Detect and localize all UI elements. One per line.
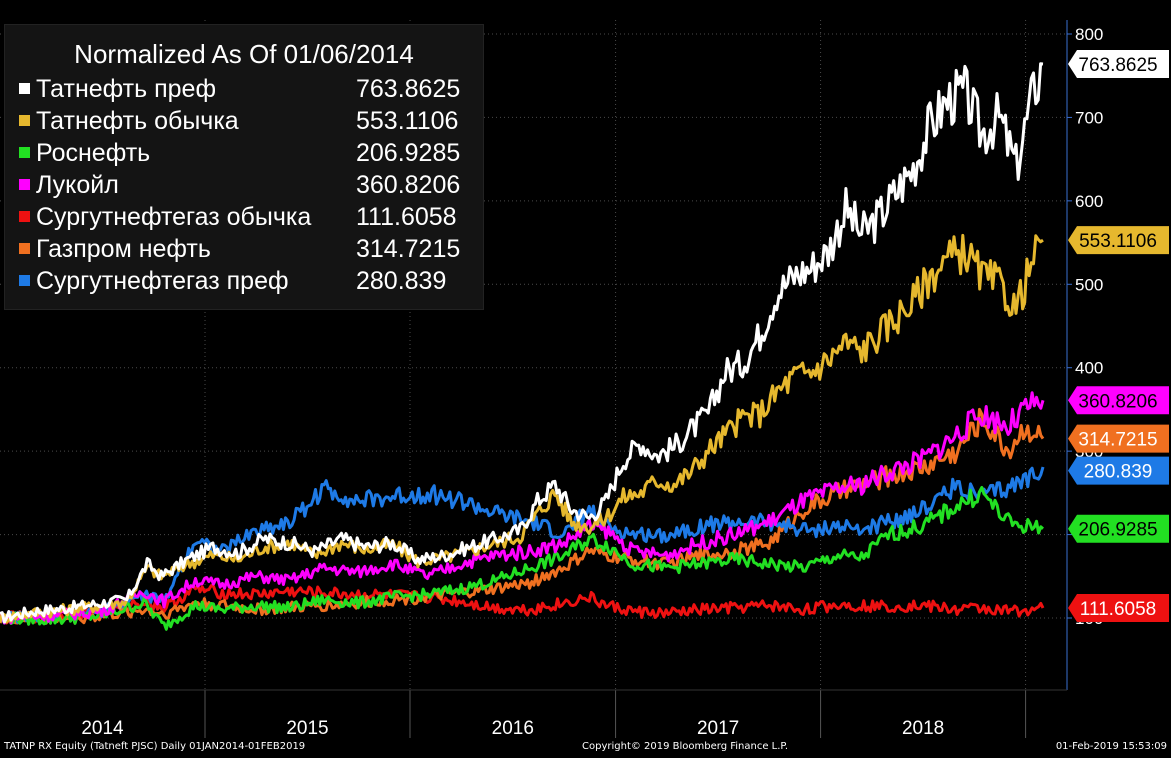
legend-item: Сургутнефтегаз преф 280.839 (19, 265, 446, 297)
x-tick-label: 2017 (697, 718, 739, 739)
legend-series-value: 280.839 (356, 267, 447, 295)
last-value-tag (1068, 386, 1169, 415)
last-value-tag (1068, 50, 1169, 79)
legend-series-name: Татнефть преф (36, 75, 217, 103)
y-tick-label: 800 (1075, 25, 1103, 44)
y-tick-label: 400 (1075, 359, 1103, 378)
last-value-text: 763.8625 (1078, 55, 1157, 76)
legend-item: Газпром нефть 314.7215 (19, 233, 460, 265)
last-value-label: 111.6058 (1068, 593, 1169, 622)
x-tick-label: 2018 (902, 718, 944, 739)
legend-series-name: Сургутнефтегаз обычка (36, 203, 312, 231)
legend-series-name: Газпром нефть (36, 235, 211, 263)
last-value-text: 314.7215 (1078, 430, 1157, 451)
legend-swatch (19, 146, 30, 158)
last-value-label: 553.1106 (1068, 226, 1169, 255)
legend-series-value: 763.8625 (356, 75, 461, 103)
legend-title: Normalized As Of 01/06/2014 (74, 39, 414, 69)
last-value-tag (1068, 226, 1169, 255)
last-value-tag (1068, 514, 1169, 543)
last-value-text: 280.839 (1084, 462, 1153, 483)
footer-left: TATNP RX Equity (Tatneft PJSC) Daily 01J… (4, 741, 306, 752)
series-line-4 (0, 584, 1045, 625)
y-tick-label: 500 (1075, 275, 1103, 294)
last-value-label: 280.839 (1068, 456, 1169, 485)
series-line-3 (0, 391, 1045, 625)
last-value-label: 206.9285 (1068, 514, 1169, 543)
footer-right: 01-Feb-2019 15:53:09 (1055, 741, 1167, 752)
legend-series-value: 206.9285 (356, 139, 461, 167)
last-value-label: 314.7215 (1068, 424, 1169, 453)
last-value-tag (1068, 424, 1169, 453)
legend-series-name: Сургутнефтегаз преф (36, 267, 289, 295)
y-tick-label: 700 (1075, 108, 1103, 127)
legend-swatch (19, 178, 30, 190)
legend-swatch (19, 210, 30, 222)
legend-series-name: Лукойл (36, 171, 119, 199)
legend: Normalized As Of 01/06/2014 Татнефть пре… (4, 24, 484, 310)
legend-swatch (19, 242, 30, 254)
legend-item: Сургутнефтегаз обычка 111.6058 (19, 201, 457, 233)
legend-series-value: 111.6058 (356, 203, 457, 231)
x-tick-label: 2016 (492, 718, 534, 739)
series-line-0 (0, 62, 1044, 624)
last-value-tag (1068, 593, 1169, 622)
x-tick-label: 2014 (81, 718, 124, 739)
legend-item: Татнефть обычка 553.1106 (19, 105, 458, 137)
y-tick-label: 600 (1075, 192, 1103, 211)
legend-series-name: Роснефть (36, 139, 151, 167)
last-value-labels: 763.8625 553.1106 360.8206 314.7215 280.839 2… (1068, 50, 1169, 622)
last-value-tag (1068, 456, 1169, 485)
legend-swatch (19, 82, 30, 94)
legend-series-value: 553.1106 (356, 107, 459, 135)
series-lines (0, 62, 1045, 631)
footer-center: Copyright© 2019 Bloomberg Finance L.P. (582, 741, 789, 752)
last-value-label: 360.8206 (1068, 386, 1169, 415)
legend-series-value: 360.8206 (356, 171, 461, 199)
legend-item: Татнефть преф 763.8625 (19, 73, 460, 105)
legend-swatch (19, 274, 30, 286)
x-tick-label: 2015 (286, 718, 328, 739)
legend-series-name: Татнефть обычка (36, 107, 239, 135)
last-value-text: 111.6058 (1080, 599, 1156, 620)
legend-swatch (19, 114, 30, 126)
last-value-text: 360.8206 (1078, 391, 1157, 412)
last-value-text: 553.1106 (1079, 231, 1157, 252)
legend-item: Роснефть 206.9285 (19, 137, 460, 169)
last-value-text: 206.9285 (1078, 520, 1157, 541)
last-value-label: 763.8625 (1068, 50, 1169, 79)
series-line-2 (0, 486, 1044, 631)
legend-series-value: 314.7215 (356, 235, 461, 263)
legend-item: Лукойл 360.8206 (19, 169, 460, 201)
